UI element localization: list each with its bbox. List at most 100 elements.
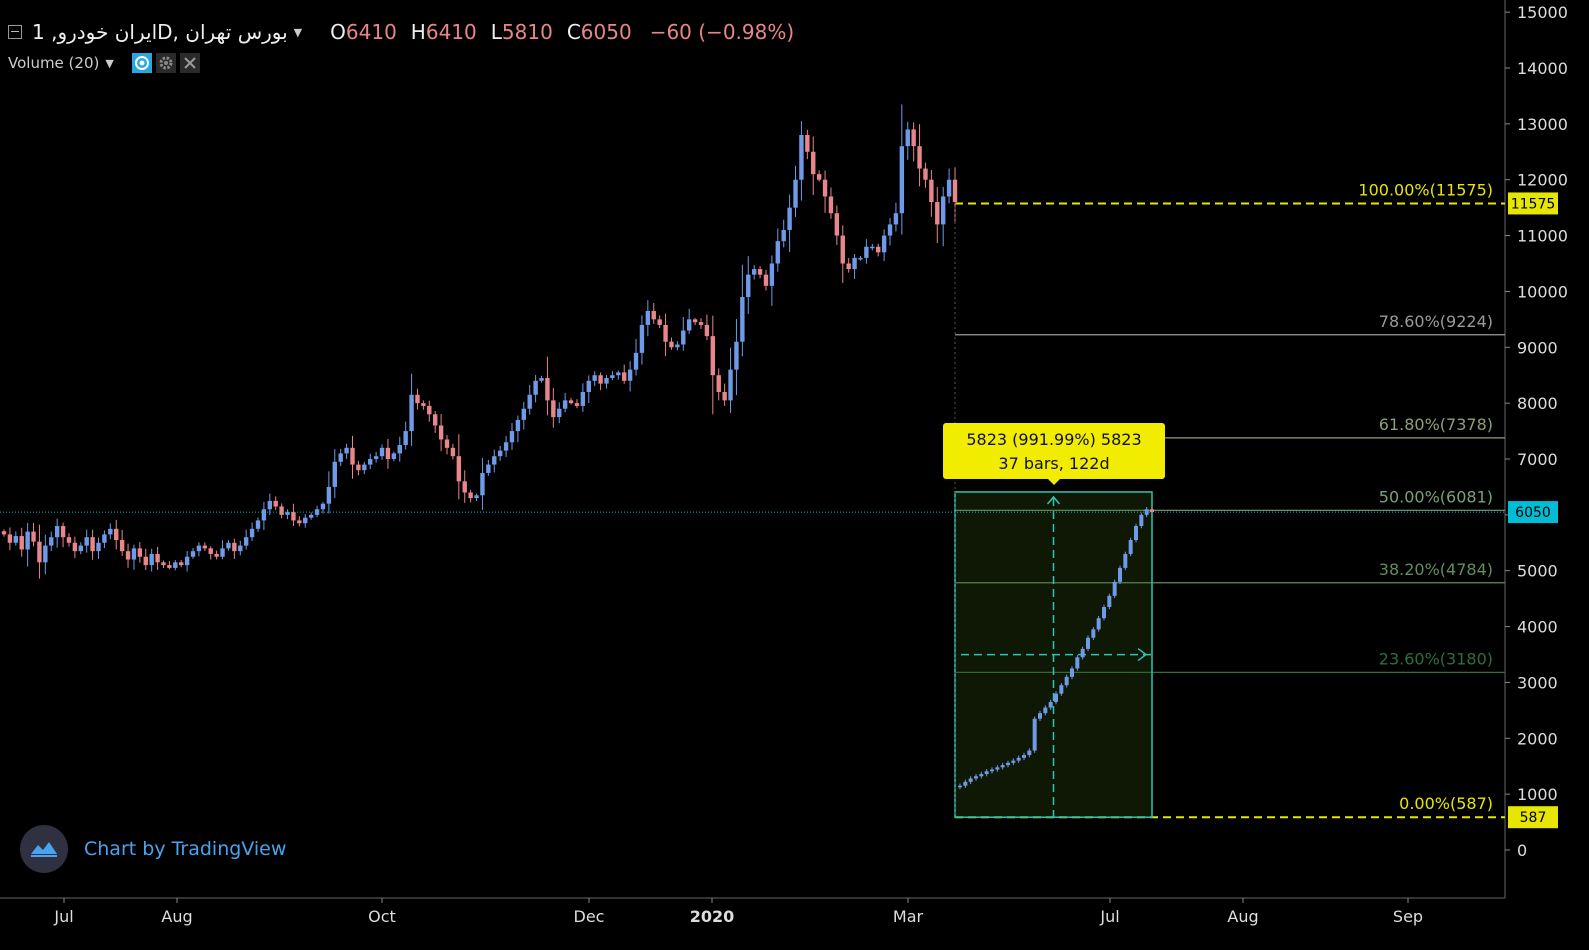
measure-candle — [1123, 551, 1128, 571]
candle — [202, 542, 208, 551]
candle — [822, 170, 828, 213]
measure-candle — [1048, 699, 1053, 710]
candle — [663, 313, 668, 357]
candle — [184, 550, 190, 572]
symbol-title[interactable]: ایران خودرو, 1D, بورس تهران — [32, 20, 288, 44]
candle — [846, 258, 851, 273]
candle — [746, 256, 751, 314]
price-range-measure[interactable] — [954, 491, 1154, 818]
candle — [946, 168, 952, 204]
candle — [651, 302, 656, 324]
chevron-down-icon[interactable]: ▼ — [293, 25, 303, 39]
candle — [622, 364, 627, 384]
candle — [362, 461, 367, 475]
candle — [811, 136, 816, 196]
open-label: O — [330, 20, 346, 44]
close-icon[interactable] — [179, 53, 200, 73]
candle — [78, 542, 83, 555]
eye-icon[interactable] — [131, 53, 152, 73]
candle — [598, 372, 603, 391]
candle — [291, 503, 296, 527]
candle — [751, 265, 757, 280]
open-value: 6410 — [345, 20, 397, 44]
candle — [692, 317, 698, 326]
arrow-up-icon — [1046, 495, 1061, 505]
candle — [722, 383, 727, 406]
measure-candle — [1070, 666, 1074, 680]
candle — [54, 518, 60, 548]
candle — [917, 124, 922, 187]
time-tick-label: Aug — [1227, 907, 1258, 926]
candle — [834, 205, 840, 245]
candle — [403, 421, 408, 450]
candle — [562, 392, 568, 413]
candle — [681, 316, 686, 351]
candle — [929, 170, 934, 217]
candle — [769, 255, 775, 306]
chevron-down-icon[interactable]: ▼ — [105, 56, 114, 70]
price-tick-label: 14000 — [1517, 59, 1568, 78]
measure-candle — [1043, 705, 1048, 716]
candle — [344, 443, 349, 459]
candle — [208, 546, 213, 560]
candle — [781, 219, 786, 248]
candle — [539, 375, 544, 383]
candle — [763, 269, 769, 291]
candle — [627, 361, 633, 392]
candle — [90, 529, 95, 560]
candle — [480, 457, 485, 510]
collapse-icon[interactable] — [8, 25, 22, 39]
measure-candle — [1016, 755, 1021, 763]
time-tick-label: 2020 — [690, 907, 735, 926]
price-tick-label: 12000 — [1517, 171, 1568, 190]
measure-candle — [1134, 523, 1138, 543]
candle — [905, 121, 910, 160]
candle — [19, 527, 24, 557]
gear-icon[interactable] — [155, 53, 176, 73]
measure-candle — [968, 776, 973, 785]
candle — [214, 550, 219, 560]
candle — [521, 401, 527, 430]
candle — [775, 228, 780, 272]
low-value: 5810 — [501, 20, 553, 44]
tradingview-branding[interactable]: Chart by TradingView — [20, 825, 286, 873]
candle — [740, 264, 745, 357]
candle — [391, 451, 397, 462]
candle — [1, 529, 7, 537]
candle — [604, 374, 609, 389]
candle — [243, 529, 249, 550]
price-tick-label: 10000 — [1517, 282, 1568, 301]
candle — [238, 540, 243, 556]
candle — [527, 384, 532, 415]
candle — [757, 266, 763, 279]
time-tick-label: Jul — [53, 907, 73, 926]
candlestick-series — [1, 104, 958, 818]
candle — [232, 538, 237, 559]
candle — [616, 370, 621, 380]
price-tick-label: 13000 — [1517, 115, 1568, 134]
branding-text[interactable]: Chart by TradingView — [84, 838, 287, 860]
candle — [320, 501, 326, 514]
time-axis[interactable]: Jul Aug Oct Dec 2020 Mar Jul Aug Sep — [53, 898, 1423, 926]
candle — [675, 341, 680, 351]
price-tick-label: 15000 — [1517, 3, 1568, 22]
tooltip-box — [943, 423, 1165, 479]
tradingview-logo-icon — [20, 825, 68, 873]
candle — [515, 415, 521, 443]
candle — [509, 422, 515, 450]
candle — [545, 356, 550, 416]
fibonacci-retracement[interactable]: 100.00%(11575) 78.60%(9224) 61.80%(7378) 50… — [955, 180, 1505, 819]
tooltip-pointer — [1048, 479, 1060, 485]
candle — [669, 337, 674, 350]
volume-label[interactable]: Volume (20) — [8, 54, 100, 72]
candle — [249, 522, 255, 542]
price-axis[interactable]: 0100020003000400050006000700080009000100… — [1505, 3, 1568, 860]
candle — [415, 388, 420, 410]
candle — [173, 559, 178, 571]
candle — [279, 503, 284, 519]
candle — [303, 514, 308, 528]
candle — [852, 254, 857, 279]
candle — [397, 436, 402, 462]
candle — [580, 383, 586, 412]
